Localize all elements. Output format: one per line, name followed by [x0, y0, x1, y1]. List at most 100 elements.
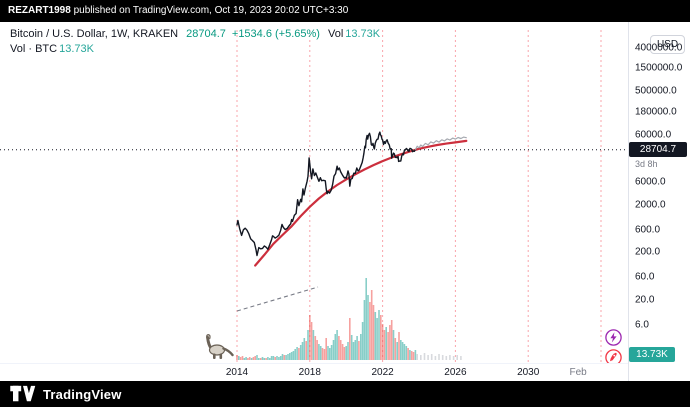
- volume-bar: [305, 341, 307, 360]
- price-axis-label: 60000.0: [635, 129, 672, 140]
- volume-bar: [236, 355, 238, 360]
- volume-bar: [279, 356, 282, 360]
- time-axis-label: Feb: [569, 367, 587, 378]
- volume-bar: [401, 342, 404, 360]
- price-axis-label: 600.0: [635, 224, 661, 235]
- volume-bar: [281, 354, 284, 360]
- volume-bar: [441, 355, 444, 360]
- volume-bar: [330, 345, 333, 360]
- indicator-title: Vol · BTC: [10, 43, 58, 55]
- volume-bar: [420, 355, 422, 360]
- volume-bar: [365, 278, 367, 360]
- volume-bar: [341, 344, 344, 360]
- volume-bar: [409, 350, 411, 360]
- volume-bar: [349, 318, 351, 360]
- volume-bar: [407, 348, 409, 360]
- legend-last-price: 28704.7: [186, 28, 226, 40]
- volume-bar: [269, 358, 271, 360]
- volume-bar: [250, 358, 253, 360]
- tradingview-logo-icon[interactable]: [10, 384, 36, 404]
- volume-bar: [258, 358, 260, 360]
- volume-bar: [301, 342, 304, 360]
- volume-bar: [449, 355, 451, 360]
- volume-bar: [378, 310, 380, 360]
- publish-bar: REZART1998 published on TradingView.com,…: [0, 0, 690, 22]
- volume-bar: [398, 332, 400, 360]
- volume-bar: [309, 315, 311, 360]
- bar-close-countdown: 3d 8h: [635, 158, 658, 169]
- volume-bar: [289, 353, 291, 360]
- price-axis-label: 180000.0: [635, 106, 677, 118]
- volume-bar: [423, 353, 426, 360]
- volume-trendline-drawing[interactable]: [236, 286, 319, 312]
- volume-bar: [318, 344, 320, 360]
- legend-indicator-row[interactable]: Vol · BTC 13.73K: [10, 42, 380, 57]
- volume-bar: [381, 324, 384, 360]
- rocket-reaction-icon[interactable]: [605, 349, 622, 366]
- time-axis-label: 2026: [444, 367, 467, 378]
- volume-bar: [312, 330, 315, 360]
- volume-bar: [367, 295, 369, 360]
- volume-bar: [310, 322, 313, 360]
- volume-bar: [383, 330, 386, 360]
- volume-bar: [430, 354, 433, 360]
- volume-bar: [350, 335, 353, 360]
- volume-bar: [387, 332, 389, 360]
- price-axis-scale[interactable]: USD 28704.7 3d 8h 13.73K 4000000.0 150000…: [628, 22, 690, 381]
- volume-bar: [400, 340, 402, 360]
- legend-symbol-row[interactable]: Bitcoin / U.S. Dollar, 1W, KRAKEN 28704.7…: [10, 27, 380, 42]
- volume-bar: [319, 346, 322, 360]
- volume-bar: [354, 340, 357, 360]
- volume-bar: [314, 336, 317, 360]
- volume-bar: [261, 357, 264, 360]
- volume-bar: [290, 352, 293, 360]
- volume-bar: [247, 358, 249, 360]
- time-axis-label: 2022: [371, 367, 394, 378]
- volume-bar: [298, 348, 300, 360]
- chart-pane[interactable]: Bitcoin / U.S. Dollar, 1W, KRAKEN 28704.7…: [0, 22, 628, 366]
- btc-usd-weekly-line: [236, 131, 417, 257]
- volume-bar: [329, 348, 331, 360]
- lightning-reaction-icon[interactable]: [605, 329, 622, 346]
- legend-change: +1534.6 (+5.65%): [231, 28, 320, 40]
- price-axis-label: 60.0: [635, 271, 655, 283]
- log-growth-support-curve-line: [254, 139, 468, 267]
- price-axis-label: 200.0: [635, 246, 661, 258]
- volume-bar: [356, 336, 358, 360]
- volume-bar: [259, 358, 262, 360]
- volume-bar: [385, 327, 387, 360]
- volume-bar: [380, 315, 382, 360]
- volume-bar: [252, 357, 255, 360]
- volume-bar: [374, 312, 377, 360]
- volume-bar: [438, 354, 440, 360]
- volume-bar: [325, 338, 327, 360]
- price-axis-label: 6000.0: [635, 176, 666, 188]
- tradingview-brand-text[interactable]: TradingView: [43, 386, 122, 402]
- chart-canvas[interactable]: [0, 22, 628, 363]
- volume-bar: [343, 347, 346, 360]
- price-axis-label: 4000000.0: [635, 42, 683, 54]
- volume-bar: [245, 357, 247, 360]
- symbol-title: Bitcoin / U.S. Dollar, 1W, KRAKEN: [10, 28, 179, 40]
- volume-bar: [360, 334, 362, 360]
- volume-bar: [241, 356, 244, 360]
- volume-bar: [321, 348, 324, 360]
- volume-value-badge: 13.73K: [629, 347, 675, 362]
- publisher-username: REZART1998: [8, 5, 71, 16]
- volume-bar: [254, 356, 256, 360]
- price-axis-label: 2000.0: [635, 199, 666, 211]
- volume-bar: [270, 356, 273, 360]
- volume-bar: [287, 354, 289, 360]
- volume-bar: [278, 357, 280, 360]
- volume-bar: [363, 300, 366, 360]
- volume-bar: [396, 342, 398, 360]
- volume-bar: [427, 355, 429, 360]
- time-axis-scale[interactable]: 2014 2018 2022 2026 2030 Feb: [0, 363, 628, 382]
- currency-unit-button[interactable]: USD: [650, 35, 685, 54]
- volume-bar: [303, 338, 306, 360]
- volume-bar: [452, 356, 455, 360]
- volume-bar: [336, 330, 338, 360]
- time-axis-label: 2018: [298, 367, 321, 378]
- volume-bar: [248, 357, 251, 360]
- volume-bar: [307, 330, 309, 360]
